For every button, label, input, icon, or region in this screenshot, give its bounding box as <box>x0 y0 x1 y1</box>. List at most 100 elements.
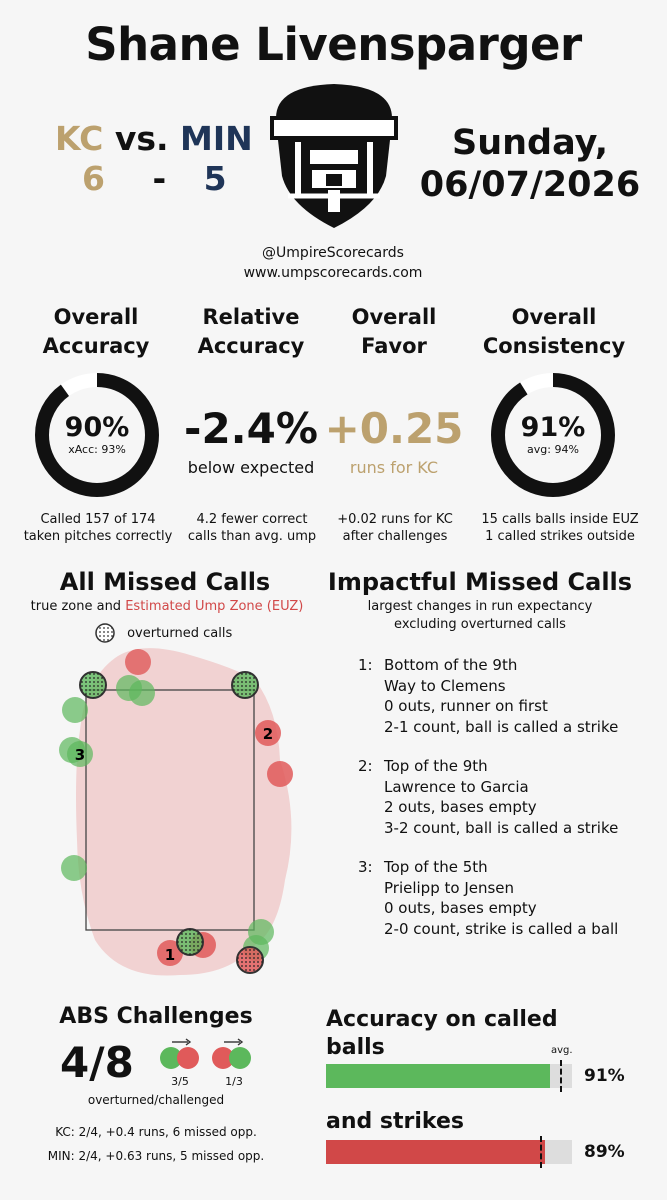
game-day: Sunday, <box>451 123 609 163</box>
relative-title-line1: Relative <box>202 305 300 329</box>
relative-note-line1: 4.2 fewer correct <box>196 512 308 527</box>
balls-accuracy-title: Accuracy on called balls <box>326 1006 558 1062</box>
accuracy-title-line2: Accuracy <box>42 334 150 358</box>
impactful-count: 2-1 count, ball is called a strike <box>384 717 619 736</box>
euz-label: Estimated Ump Zone (EUZ) <box>125 599 304 614</box>
abs-min-line: MIN: 2/4, +0.63 runs, 5 missed opp. <box>47 1149 265 1163</box>
accuracy-center: 90% xAcc: 93% <box>33 412 161 456</box>
abs-title: ABS Challenges <box>59 1004 253 1029</box>
home-team: MIN <box>180 119 253 158</box>
missed-calls-sub-prefix: true zone and <box>30 599 126 614</box>
away-score: 6 <box>82 159 105 198</box>
missed-call-dot <box>62 697 88 723</box>
overturned-legend: overturned calls <box>94 622 233 643</box>
missed-call-label-1: 1 <box>165 946 175 964</box>
matchup: KC vs. MIN <box>55 120 253 158</box>
balls-accuracy-bar <box>326 1060 572 1092</box>
game-date-value: 06/07/2026 <box>419 165 641 205</box>
away-team: KC <box>55 119 104 158</box>
strikes-accuracy-fill <box>326 1140 545 1164</box>
impactful-sub-line1: largest changes in run expectancy <box>367 599 593 614</box>
missed-call-label-3: 3 <box>75 746 85 764</box>
favor-note-line2: after challenges <box>342 529 448 544</box>
impactful-inning: Top of the 5th <box>384 858 488 876</box>
umpire-mask-icon <box>270 84 398 228</box>
impactful-title: Impactful Missed Calls <box>327 568 633 596</box>
impactful-matchup: Lawrence to Garcia <box>384 777 529 796</box>
favor-note: +0.02 runs for KC after challenges <box>322 511 468 545</box>
relative-note-line2: calls than avg. ump <box>187 529 317 544</box>
impactful-matchup: Way to Clemens <box>384 676 506 695</box>
relative-title-line2: Accuracy <box>197 334 305 358</box>
impactful-inning: Top of the 9th <box>384 757 488 775</box>
favor-title-line1: Overall <box>351 305 437 329</box>
strikes-accuracy-pct: 89% <box>584 1142 625 1162</box>
balls-title-line2: balls <box>326 1035 385 1060</box>
impactful-situation: 2 outs, bases empty <box>384 798 537 816</box>
missed-calls-title: All Missed Calls <box>59 568 271 596</box>
impactful-count: 3-2 count, ball is called a strike <box>384 818 619 837</box>
missed-call-dot <box>125 649 151 675</box>
score-dash: - <box>152 159 167 198</box>
missed-call-label-2: 2 <box>263 725 273 743</box>
impactful-num: 2: <box>358 757 373 775</box>
consistency-ring-fill <box>491 373 615 497</box>
impactful-sub-line2: excluding overturned calls <box>394 617 566 632</box>
impactful-item-1: 1: Bottom of the 9th Way to Clemens 0 ou… <box>358 655 618 737</box>
home-score: 5 <box>203 159 227 198</box>
impactful-situation: 0 outs, runner on first <box>384 697 548 715</box>
consistency-note: 15 calls balls inside EUZ 1 called strik… <box>462 511 658 545</box>
ball-icon <box>160 1047 182 1069</box>
abs-challenge-icons <box>160 1038 251 1069</box>
strike-icon <box>212 1047 234 1069</box>
missed-calls-subtitle: true zone and Estimated Ump Zone (EUZ) <box>0 598 334 616</box>
impactful-item-3: 3: Top of the 5th Prielipp to Jensen 0 o… <box>358 857 618 939</box>
consistency-ring <box>491 373 615 497</box>
consistency-title-line2: Consistency <box>482 334 626 358</box>
impactful-num: 3: <box>358 858 373 876</box>
favor-title-line2: Favor <box>361 334 427 358</box>
accuracy-note-line2: taken pitches correctly <box>23 529 173 544</box>
relative-sub: below expected <box>187 458 315 477</box>
impactful-count: 2-0 count, strike is called a ball <box>384 919 619 938</box>
euz-region <box>76 648 292 976</box>
game-date: Sunday, 06/07/2026 <box>405 122 655 206</box>
abs-value: 4/8 <box>60 1038 134 1087</box>
overturned-call-pattern <box>237 947 263 973</box>
balls-accuracy-pct: 91% <box>584 1066 625 1086</box>
strikes-accuracy-title: and strikes <box>326 1109 464 1134</box>
accuracy-xacc: xAcc: 93% <box>68 443 126 456</box>
favor-note-line1: +0.02 runs for KC <box>337 512 453 527</box>
balls-avg-marker <box>559 1060 562 1092</box>
consistency-title: Overall Consistency <box>470 303 638 361</box>
overturned-call-pattern <box>232 672 258 698</box>
consistency-note-line2: 1 called strikes outside <box>485 529 635 544</box>
overturned-legend-label: overturned calls <box>127 625 233 641</box>
accuracy-title: Overall Accuracy <box>20 303 172 361</box>
umpire-name: Shane Livensparger <box>85 18 582 71</box>
consistency-avg: avg: 94% <box>527 443 579 456</box>
overturned-legend-icon <box>95 623 115 643</box>
missed-call-dot <box>61 855 87 881</box>
balls-title-line1: Accuracy on called <box>326 1007 558 1032</box>
impactful-subtitle: largest changes in run expectancy exclud… <box>310 598 650 634</box>
relative-title: Relative Accuracy <box>175 303 327 361</box>
overturned-call-pattern <box>80 672 106 698</box>
abs-right-ratio: 1/3 <box>225 1075 243 1088</box>
strike-icon <box>177 1047 199 1069</box>
true-strike-zone <box>85 689 255 931</box>
consistency-center: 91% avg: 94% <box>489 412 617 456</box>
impactful-num: 1: <box>358 656 373 674</box>
ball-icon <box>229 1047 251 1069</box>
avg-label: avg. <box>551 1045 573 1056</box>
missed-call-dot <box>255 720 281 746</box>
accuracy-note-line1: Called 157 of 174 <box>40 512 156 527</box>
accuracy-title-line1: Overall <box>53 305 139 329</box>
strikes-avg-marker <box>540 1136 543 1168</box>
score: 6 - 5 <box>82 160 227 198</box>
consistency-title-line1: Overall <box>511 305 597 329</box>
abs-left-ratio: 3/5 <box>171 1075 189 1088</box>
accuracy-value: 90% <box>64 412 130 443</box>
relative-value: -2.4% <box>184 404 318 453</box>
missed-call-dot <box>157 940 183 966</box>
